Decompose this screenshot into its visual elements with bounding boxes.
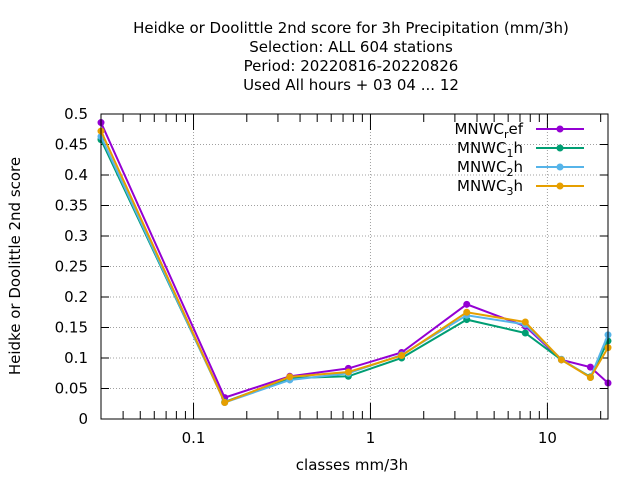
chart-title: Heidke or Doolittle 2nd score for 3h Pre… xyxy=(133,19,569,94)
legend-label: MNWC2h xyxy=(457,158,523,179)
data-point xyxy=(463,308,471,316)
x-tick-label: 10 xyxy=(538,429,557,447)
data-point xyxy=(586,374,594,382)
axis-ticks: 0 0.05 0.1 0.15 0.2 0.25 0.3 0.35 0.4 0.45 0.5 0.1 1… xyxy=(55,105,608,447)
series-line xyxy=(100,136,609,404)
series-1h xyxy=(97,136,612,406)
y-tick-label: 0.3 xyxy=(64,227,88,245)
data-point xyxy=(521,318,529,326)
legend-marker xyxy=(556,125,564,133)
y-tick-label: 0 xyxy=(78,410,88,428)
data-point xyxy=(557,356,565,364)
title-line-2: Selection: ALL 604 stations xyxy=(249,38,453,56)
y-tick-label: 0.1 xyxy=(64,349,88,367)
x-tick-label: 0.1 xyxy=(182,429,206,447)
data-point xyxy=(398,352,406,360)
data-point xyxy=(286,373,294,381)
plot-frame xyxy=(100,113,609,420)
data-point xyxy=(586,363,594,371)
y-axis-label: Heidke or Doolittle 2nd score xyxy=(6,157,24,375)
series-line xyxy=(100,122,609,399)
x-axis-label: classes mm/3h xyxy=(296,456,408,474)
legend-label: MNWCref xyxy=(454,120,523,141)
series-2h xyxy=(97,133,612,407)
y-tick-label: 0.4 xyxy=(64,166,88,184)
legend-marker xyxy=(556,144,564,152)
series-3h xyxy=(97,127,612,407)
data-point xyxy=(521,329,529,337)
legend-marker xyxy=(556,182,564,190)
y-tick-label: 0.15 xyxy=(55,319,88,337)
legend-label: MNWC1h xyxy=(457,139,523,160)
legend-marker xyxy=(556,163,564,171)
title-line-3: Period: 20220816-20220826 xyxy=(244,57,459,75)
y-tick-label: 0.25 xyxy=(55,258,88,276)
grid xyxy=(101,114,608,419)
title-line-4: Used All hours + 03 04 ... 12 xyxy=(243,76,459,94)
series-line xyxy=(100,139,609,404)
x-tick-label: 1 xyxy=(366,429,376,447)
y-tick-label: 0.35 xyxy=(55,197,88,215)
data-point xyxy=(221,399,229,407)
y-tick-label: 0.5 xyxy=(64,105,88,123)
series-ref xyxy=(97,119,612,402)
y-tick-label: 0.45 xyxy=(55,136,88,154)
series-lines xyxy=(97,119,612,407)
title-line-1: Heidke or Doolittle 2nd score for 3h Pre… xyxy=(133,19,569,37)
y-tick-label: 0.05 xyxy=(55,380,88,398)
legend-label: MNWC3h xyxy=(457,177,523,198)
series-line xyxy=(100,130,609,404)
data-point xyxy=(344,368,352,376)
y-tick-label: 0.2 xyxy=(64,288,88,306)
data-point xyxy=(463,300,471,308)
